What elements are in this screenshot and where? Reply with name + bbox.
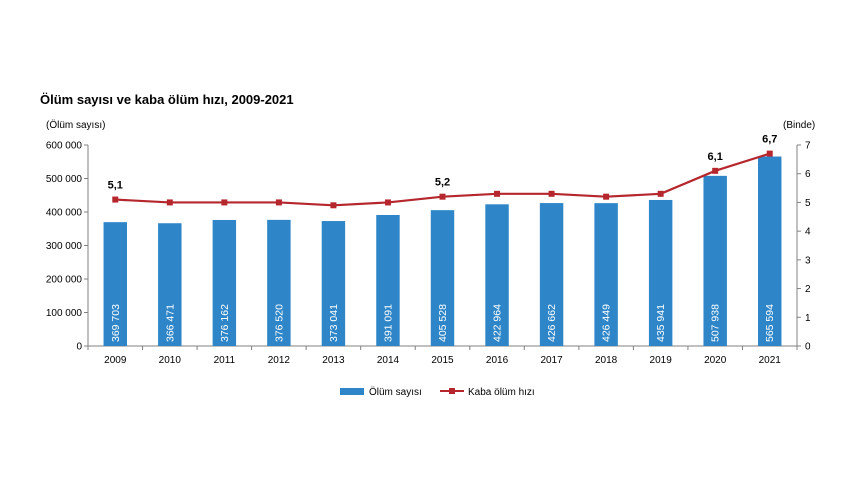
line-point bbox=[657, 190, 664, 197]
x-tick-label: 2015 bbox=[431, 355, 454, 366]
bar-value-label: 426 662 bbox=[546, 304, 558, 342]
left-tick-label: 600 000 bbox=[46, 141, 83, 152]
line-point bbox=[494, 190, 501, 197]
bar-value-label: 391 091 bbox=[382, 304, 394, 342]
left-tick-label: 0 bbox=[76, 342, 82, 353]
right-axis-ticks: 0 1 2 3 4 5 6 7 bbox=[797, 141, 811, 353]
bar bbox=[376, 214, 400, 346]
x-tick-label: 2017 bbox=[540, 355, 563, 366]
left-tick-label: 200 000 bbox=[46, 275, 83, 286]
bar bbox=[594, 203, 618, 346]
line-point bbox=[766, 150, 773, 157]
right-tick-label: 2 bbox=[805, 284, 811, 295]
bar bbox=[158, 223, 182, 346]
x-tick-label: 2014 bbox=[377, 355, 400, 366]
legend: Ölüm sayısı Kaba ölüm hızı bbox=[340, 386, 535, 398]
x-tick-label: 2012 bbox=[268, 355, 291, 366]
bar bbox=[103, 222, 127, 346]
x-tick-label: 2021 bbox=[759, 355, 782, 366]
x-tick-label: 2020 bbox=[704, 355, 727, 366]
left-tick-label: 100 000 bbox=[46, 308, 83, 319]
bar bbox=[648, 199, 673, 346]
line-point bbox=[603, 193, 610, 200]
line-point-label: 6,1 bbox=[708, 151, 723, 163]
line-point bbox=[384, 199, 391, 206]
line-point bbox=[330, 202, 337, 209]
x-tick-label: 2011 bbox=[214, 355, 236, 366]
bar-value-label: 507 938 bbox=[710, 304, 722, 342]
line-point bbox=[439, 193, 446, 200]
x-tick-label: 2009 bbox=[104, 355, 127, 366]
legend-marker-line bbox=[449, 388, 455, 394]
right-axis-title: (Binde) bbox=[783, 120, 815, 131]
bar bbox=[430, 210, 455, 346]
line-point-label: 5,2 bbox=[435, 177, 450, 189]
left-tick-label: 500 000 bbox=[46, 174, 83, 185]
bar-value-label: 435 941 bbox=[655, 304, 667, 342]
legend-swatch-bars bbox=[340, 388, 364, 395]
bar-value-label: 405 528 bbox=[437, 304, 449, 342]
line-point bbox=[166, 199, 173, 206]
bar bbox=[539, 203, 564, 346]
bar bbox=[703, 175, 727, 346]
bar bbox=[212, 219, 237, 346]
legend-label-line: Kaba ölüm hızı bbox=[468, 387, 535, 398]
bar-value-label: 422 964 bbox=[492, 304, 504, 342]
x-tick-label: 2019 bbox=[650, 355, 673, 366]
bar-value-label: 369 703 bbox=[110, 304, 122, 342]
right-tick-label: 1 bbox=[805, 313, 811, 324]
left-axis-ticks: 0 100 000 200 000 300 000 400 000 500 000 600 … bbox=[46, 141, 88, 353]
right-tick-label: 7 bbox=[805, 141, 811, 152]
bar bbox=[758, 156, 782, 346]
line-point bbox=[221, 199, 228, 206]
right-tick-label: 5 bbox=[805, 198, 811, 209]
bar bbox=[267, 219, 291, 346]
x-axis-ticks: 2009 2010 2011 2012 2013 2014 2015 2016 2017 2018… bbox=[87, 346, 798, 366]
x-tick-label: 2013 bbox=[322, 355, 345, 366]
bar bbox=[485, 204, 509, 346]
bar-series: 369 703 366 471 376 162 376 520 373 041 391 0… bbox=[103, 156, 782, 346]
right-tick-label: 3 bbox=[805, 255, 811, 266]
bar-value-label: 426 449 bbox=[601, 304, 613, 342]
line-series: 5,1 5,2 6,1 6,7 bbox=[108, 134, 777, 209]
legend-label-bars: Ölüm sayısı bbox=[369, 386, 422, 398]
chart-title: Ölüm sayısı ve kaba ölüm hızı, 2009-2021 bbox=[40, 92, 294, 107]
bar-value-label: 376 520 bbox=[273, 304, 285, 342]
x-tick-label: 2018 bbox=[595, 355, 618, 366]
bar-value-label: 565 594 bbox=[764, 304, 776, 342]
line-point-label: 5,1 bbox=[108, 180, 123, 192]
right-tick-label: 0 bbox=[805, 342, 811, 353]
line-point bbox=[112, 196, 119, 203]
bar-value-label: 373 041 bbox=[328, 304, 340, 342]
line-point bbox=[548, 190, 555, 197]
line-point bbox=[712, 167, 719, 174]
left-tick-label: 300 000 bbox=[46, 241, 83, 252]
left-axis-title: (Ölüm sayısı) bbox=[46, 119, 105, 131]
x-tick-label: 2016 bbox=[486, 355, 509, 366]
bar bbox=[321, 221, 346, 346]
left-tick-label: 400 000 bbox=[46, 208, 83, 219]
bar-value-label: 366 471 bbox=[164, 304, 176, 342]
bar-value-label: 376 162 bbox=[219, 304, 231, 342]
line-point bbox=[275, 199, 282, 206]
right-tick-label: 6 bbox=[805, 169, 811, 180]
line-point-label: 6,7 bbox=[762, 134, 777, 146]
right-tick-label: 4 bbox=[805, 227, 811, 238]
x-tick-label: 2010 bbox=[159, 355, 182, 366]
